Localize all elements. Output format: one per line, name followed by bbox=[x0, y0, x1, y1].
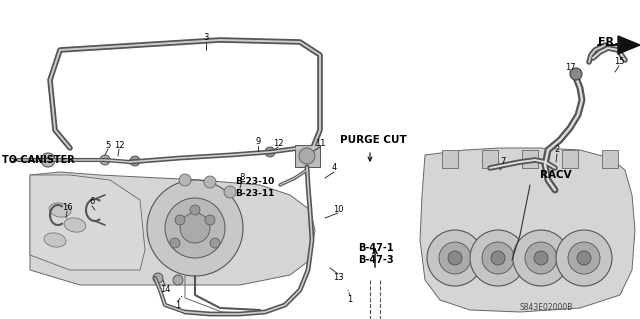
Polygon shape bbox=[30, 175, 145, 270]
Circle shape bbox=[513, 230, 569, 286]
Circle shape bbox=[448, 251, 462, 265]
Polygon shape bbox=[618, 36, 640, 54]
Circle shape bbox=[170, 238, 180, 248]
Text: 9: 9 bbox=[255, 137, 260, 146]
Circle shape bbox=[525, 242, 557, 274]
Text: S843E02000B: S843E02000B bbox=[520, 303, 573, 313]
Bar bbox=[562, 150, 578, 168]
Circle shape bbox=[491, 251, 505, 265]
Text: RACV: RACV bbox=[540, 170, 572, 180]
Text: B-47-1: B-47-1 bbox=[358, 243, 394, 253]
Bar bbox=[482, 150, 498, 168]
Text: 11: 11 bbox=[315, 138, 325, 147]
Circle shape bbox=[205, 215, 215, 225]
Circle shape bbox=[299, 148, 315, 164]
Circle shape bbox=[439, 242, 471, 274]
Circle shape bbox=[556, 230, 612, 286]
Bar bbox=[602, 150, 618, 168]
Text: 15: 15 bbox=[614, 57, 624, 66]
Circle shape bbox=[190, 205, 200, 215]
Circle shape bbox=[147, 180, 243, 276]
Circle shape bbox=[570, 68, 582, 80]
Text: 3: 3 bbox=[204, 33, 209, 41]
Text: B-47-3: B-47-3 bbox=[358, 255, 394, 265]
Text: 12: 12 bbox=[114, 140, 124, 150]
Bar bbox=[295, 145, 320, 167]
Circle shape bbox=[175, 215, 185, 225]
Text: 6: 6 bbox=[90, 197, 95, 206]
Text: FR.: FR. bbox=[598, 37, 618, 47]
Text: 7: 7 bbox=[500, 158, 506, 167]
Ellipse shape bbox=[64, 218, 86, 232]
Text: TO CANISTER: TO CANISTER bbox=[2, 155, 75, 165]
Circle shape bbox=[265, 147, 275, 157]
Circle shape bbox=[180, 213, 210, 243]
Circle shape bbox=[568, 242, 600, 274]
Text: 4: 4 bbox=[332, 164, 337, 173]
Ellipse shape bbox=[49, 203, 71, 217]
Circle shape bbox=[577, 251, 591, 265]
Text: 1: 1 bbox=[348, 295, 353, 305]
Circle shape bbox=[100, 155, 110, 165]
Text: B-23-11: B-23-11 bbox=[235, 189, 275, 198]
Circle shape bbox=[210, 238, 220, 248]
Circle shape bbox=[224, 186, 236, 198]
Text: 17: 17 bbox=[564, 63, 575, 71]
Circle shape bbox=[482, 242, 514, 274]
Text: PURGE CUT: PURGE CUT bbox=[340, 135, 407, 145]
Circle shape bbox=[41, 153, 55, 167]
Text: 8: 8 bbox=[239, 173, 244, 182]
Text: 14: 14 bbox=[160, 286, 170, 294]
Circle shape bbox=[470, 230, 526, 286]
Circle shape bbox=[204, 176, 216, 188]
Circle shape bbox=[179, 174, 191, 186]
Circle shape bbox=[534, 251, 548, 265]
Text: 2: 2 bbox=[554, 145, 559, 154]
Circle shape bbox=[173, 275, 183, 285]
Text: 5: 5 bbox=[106, 140, 111, 150]
Text: 1: 1 bbox=[175, 300, 180, 309]
Text: 12: 12 bbox=[273, 138, 284, 147]
Circle shape bbox=[130, 156, 140, 166]
Circle shape bbox=[427, 230, 483, 286]
Circle shape bbox=[165, 198, 225, 258]
Bar bbox=[442, 150, 458, 168]
Text: 16: 16 bbox=[61, 203, 72, 211]
Circle shape bbox=[153, 273, 163, 283]
Ellipse shape bbox=[44, 233, 66, 247]
Bar bbox=[522, 150, 538, 168]
Text: 10: 10 bbox=[333, 205, 343, 214]
Text: 13: 13 bbox=[333, 273, 343, 283]
Text: B-23-10: B-23-10 bbox=[235, 177, 275, 187]
Polygon shape bbox=[420, 148, 635, 312]
Polygon shape bbox=[30, 172, 315, 285]
